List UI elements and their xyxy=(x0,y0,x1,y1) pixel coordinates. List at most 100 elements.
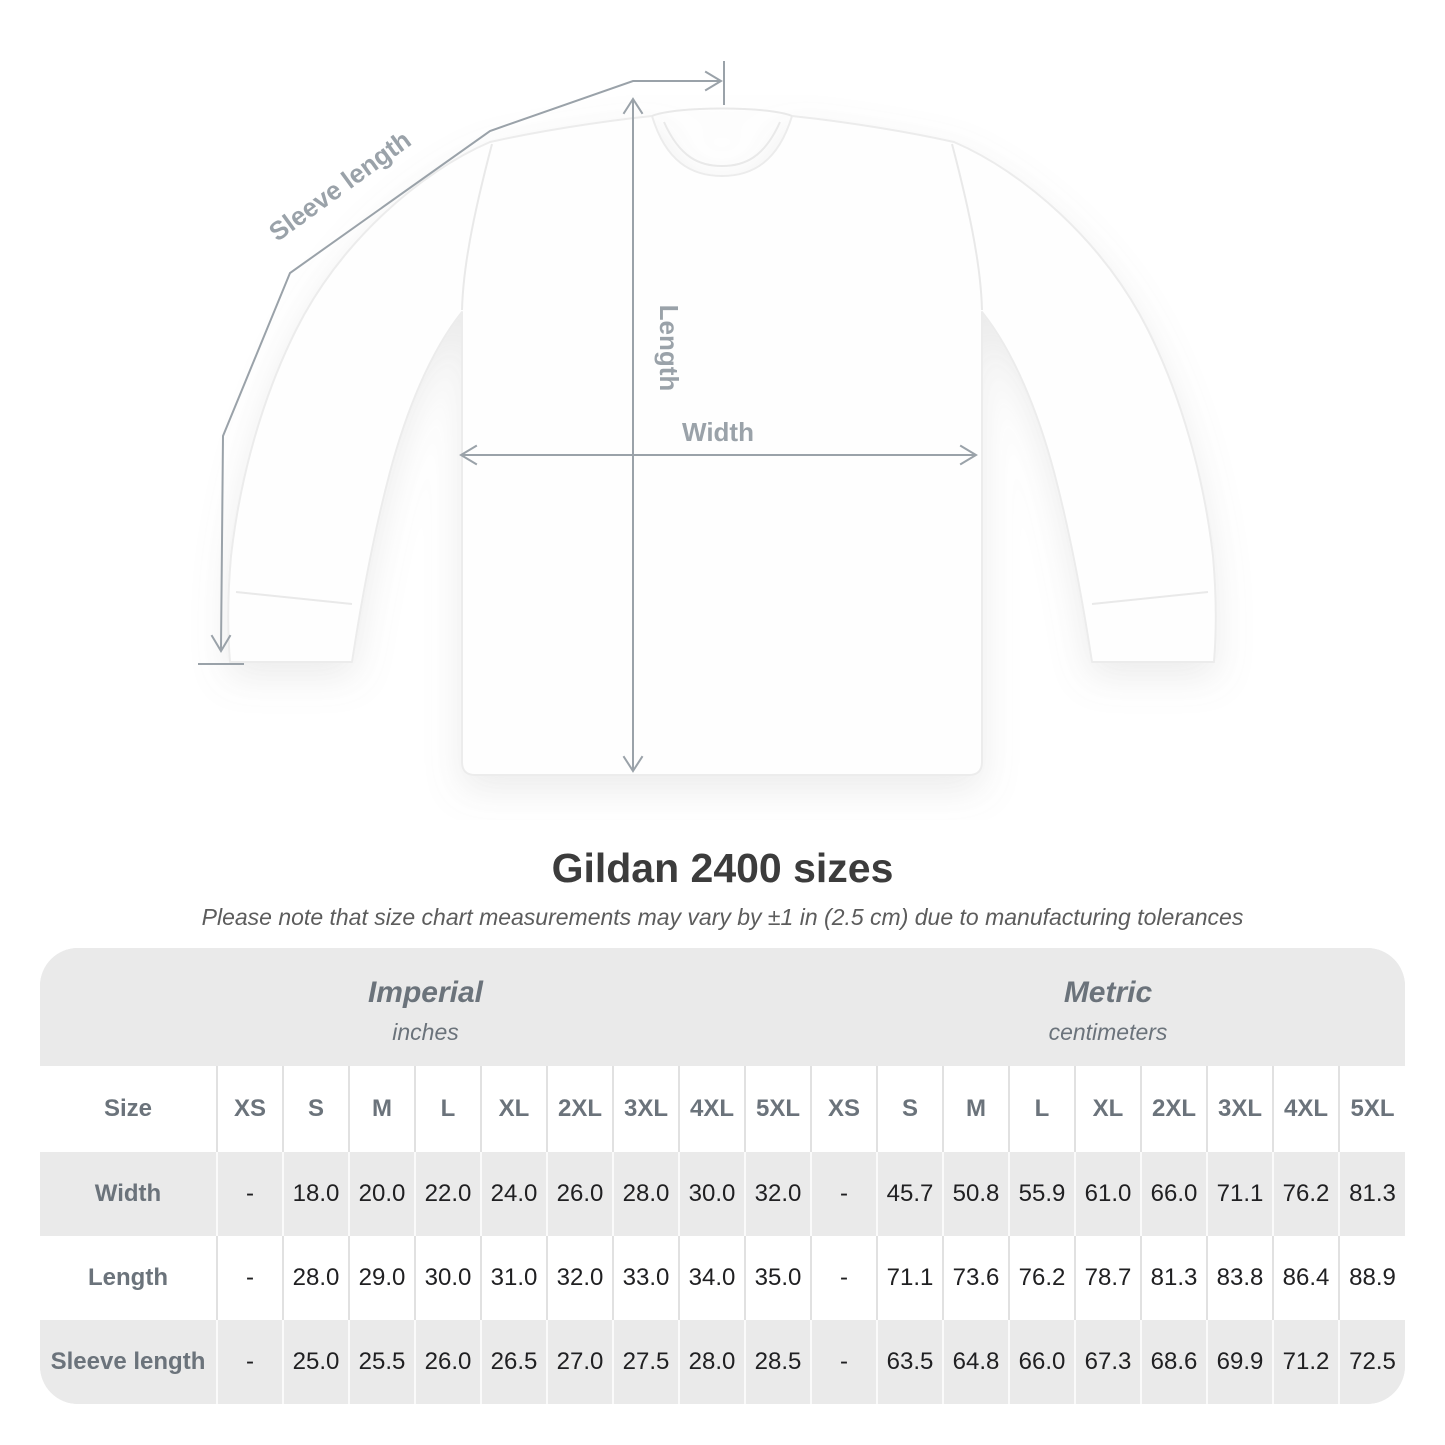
measurement-value-cell: 27.5 xyxy=(612,1320,679,1404)
measurement-value-cell: 25.5 xyxy=(348,1320,415,1404)
measurement-value-cell: 30.0 xyxy=(414,1236,481,1320)
measurement-value-cell: 29.0 xyxy=(348,1236,415,1320)
size-col-header: XS xyxy=(810,1066,877,1152)
measurement-value-cell: 26.0 xyxy=(414,1320,481,1404)
right-armhole-seam xyxy=(951,143,983,311)
measurement-value-cell: 73.6 xyxy=(942,1236,1009,1320)
measurement-row-label: Width xyxy=(40,1152,217,1236)
shirt-measurement-diagram: Sleeve length Length Width xyxy=(198,61,1217,776)
measurement-value-cell: 27.0 xyxy=(546,1320,613,1404)
size-table-body: Imperial inches Metric centimeters Size XS S M L… xyxy=(40,948,1405,1404)
measurement-value-cell: 28.0 xyxy=(678,1320,745,1404)
size-table-container: Imperial inches Metric centimeters Size XS S M L… xyxy=(40,948,1405,1404)
measurement-value-cell: 76.2 xyxy=(1272,1152,1339,1236)
width-label: Width xyxy=(682,417,754,447)
page-title: Gildan 2400 sizes xyxy=(551,845,894,891)
unit-group-row: Imperial inches Metric centimeters xyxy=(40,948,1405,1066)
collar-inner-line xyxy=(663,121,781,168)
size-col-header: M xyxy=(942,1066,1009,1152)
measurement-value-cell: - xyxy=(216,1236,283,1320)
size-table: Imperial inches Metric centimeters Size XS S M L… xyxy=(40,948,1405,1404)
measurement-value-cell: 35.0 xyxy=(744,1236,811,1320)
measurement-value-cell: 67.3 xyxy=(1074,1320,1141,1404)
measurement-value-cell: 86.4 xyxy=(1272,1236,1339,1320)
left-armhole-seam xyxy=(461,143,493,311)
measurement-value-cell: 55.9 xyxy=(1008,1152,1075,1236)
measurement-row-label: Length xyxy=(40,1236,217,1320)
measurement-value-cell: 34.0 xyxy=(678,1236,745,1320)
unit-group-unit: centimeters xyxy=(1048,1019,1168,1045)
measurement-row: Width -18.0 20.0 22.0 24.0 26.0 28.0 30.0 32.0-4… xyxy=(40,1152,1405,1236)
measurement-value-cell: 71.2 xyxy=(1272,1320,1339,1404)
measurement-value-cell: 28.5 xyxy=(744,1320,811,1404)
length-arrow-up xyxy=(622,97,644,115)
measurement-value-cell: 81.3 xyxy=(1140,1236,1207,1320)
measurement-value-cell: - xyxy=(810,1320,877,1404)
unit-group-imperial: Imperial inches xyxy=(40,948,811,1066)
size-col-header: XL xyxy=(1074,1066,1141,1152)
size-col-header: 2XL xyxy=(546,1066,613,1152)
measurement-value-cell: 28.0 xyxy=(282,1236,349,1320)
measurement-row: Sleeve length -25.0 25.5 26.0 26.5 27.0 27.5 28… xyxy=(40,1320,1405,1404)
measurement-value-cell: 28.0 xyxy=(612,1152,679,1236)
measurement-value-cell: 78.7 xyxy=(1074,1236,1141,1320)
measurement-value-cell: 71.1 xyxy=(1206,1152,1273,1236)
size-col-header: L xyxy=(414,1066,481,1152)
size-corner-header: Size xyxy=(40,1066,217,1152)
measurement-value-cell: 66.0 xyxy=(1008,1320,1075,1404)
left-cuff-line xyxy=(235,591,353,605)
length-arrow-down xyxy=(622,755,644,773)
size-col-header: L xyxy=(1008,1066,1075,1152)
measurement-value-cell: - xyxy=(216,1152,283,1236)
measurement-value-cell: 88.9 xyxy=(1338,1236,1405,1320)
size-col-header: 4XL xyxy=(678,1066,745,1152)
measurement-value-cell: 61.0 xyxy=(1074,1152,1141,1236)
measurement-value-cell: 26.0 xyxy=(546,1152,613,1236)
measurement-value-cell: 72.5 xyxy=(1338,1320,1405,1404)
sleeve-length-arrow-down xyxy=(210,634,232,653)
size-col-header: S xyxy=(876,1066,943,1152)
size-col-header: 4XL xyxy=(1272,1066,1339,1152)
measurement-value-cell: 81.3 xyxy=(1338,1152,1405,1236)
right-cuff-line xyxy=(1091,591,1209,605)
sleeve-length-measure-line xyxy=(219,80,720,650)
shirt-diagram-svg: Sleeve length Length Width xyxy=(198,61,1217,776)
unit-group-name: Imperial xyxy=(367,976,484,1009)
measurement-value-cell: 66.0 xyxy=(1140,1152,1207,1236)
measurement-value-cell: 18.0 xyxy=(282,1152,349,1236)
long-sleeve-shirt-illustration xyxy=(227,107,1217,776)
size-col-header: 5XL xyxy=(1338,1066,1405,1152)
measurement-value-cell: 20.0 xyxy=(348,1152,415,1236)
measurement-value-cell: 32.0 xyxy=(546,1236,613,1320)
measurement-value-cell: 22.0 xyxy=(414,1152,481,1236)
measurement-value-cell: 26.5 xyxy=(480,1320,547,1404)
measurement-value-cell: - xyxy=(810,1236,877,1320)
width-arrow-left xyxy=(459,444,478,466)
collar-back-line xyxy=(651,107,793,117)
measurement-value-cell: 25.0 xyxy=(282,1320,349,1404)
measurement-value-cell: 64.8 xyxy=(942,1320,1009,1404)
length-label: Length xyxy=(654,305,684,392)
measurement-value-cell: 69.9 xyxy=(1206,1320,1273,1404)
tolerance-note: Please note that size chart measurements… xyxy=(201,904,1244,930)
size-col-header: 5XL xyxy=(744,1066,811,1152)
measurement-value-cell: 71.1 xyxy=(876,1236,943,1320)
measurement-value-cell: 31.0 xyxy=(480,1236,547,1320)
size-col-header: 3XL xyxy=(612,1066,679,1152)
measurement-value-cell: - xyxy=(216,1320,283,1404)
unit-group-unit: inches xyxy=(392,1019,459,1045)
measurement-value-cell: 30.0 xyxy=(678,1152,745,1236)
measurement-value-cell: 83.8 xyxy=(1206,1236,1273,1320)
measurement-value-cell: 63.5 xyxy=(876,1320,943,1404)
measurement-row: Length -28.0 29.0 30.0 31.0 32.0 33.0 34.0 35.0-… xyxy=(40,1236,1405,1320)
measurement-value-cell: 50.8 xyxy=(942,1152,1009,1236)
size-col-header: 2XL xyxy=(1140,1066,1207,1152)
measurement-value-cell: 68.6 xyxy=(1140,1320,1207,1404)
size-header-row: Size XS S M L XL 2XL 3XL 4XL 5XL XS S M L XL 2XL 3XL 4XL 5… xyxy=(40,1066,1405,1152)
heading-block: Gildan 2400 sizes Please note that size … xyxy=(0,844,1445,932)
measurement-value-cell: - xyxy=(810,1152,877,1236)
width-arrow-right xyxy=(959,444,978,466)
unit-group-metric: Metric centimeters xyxy=(811,948,1405,1066)
measurement-value-cell: 45.7 xyxy=(876,1152,943,1236)
